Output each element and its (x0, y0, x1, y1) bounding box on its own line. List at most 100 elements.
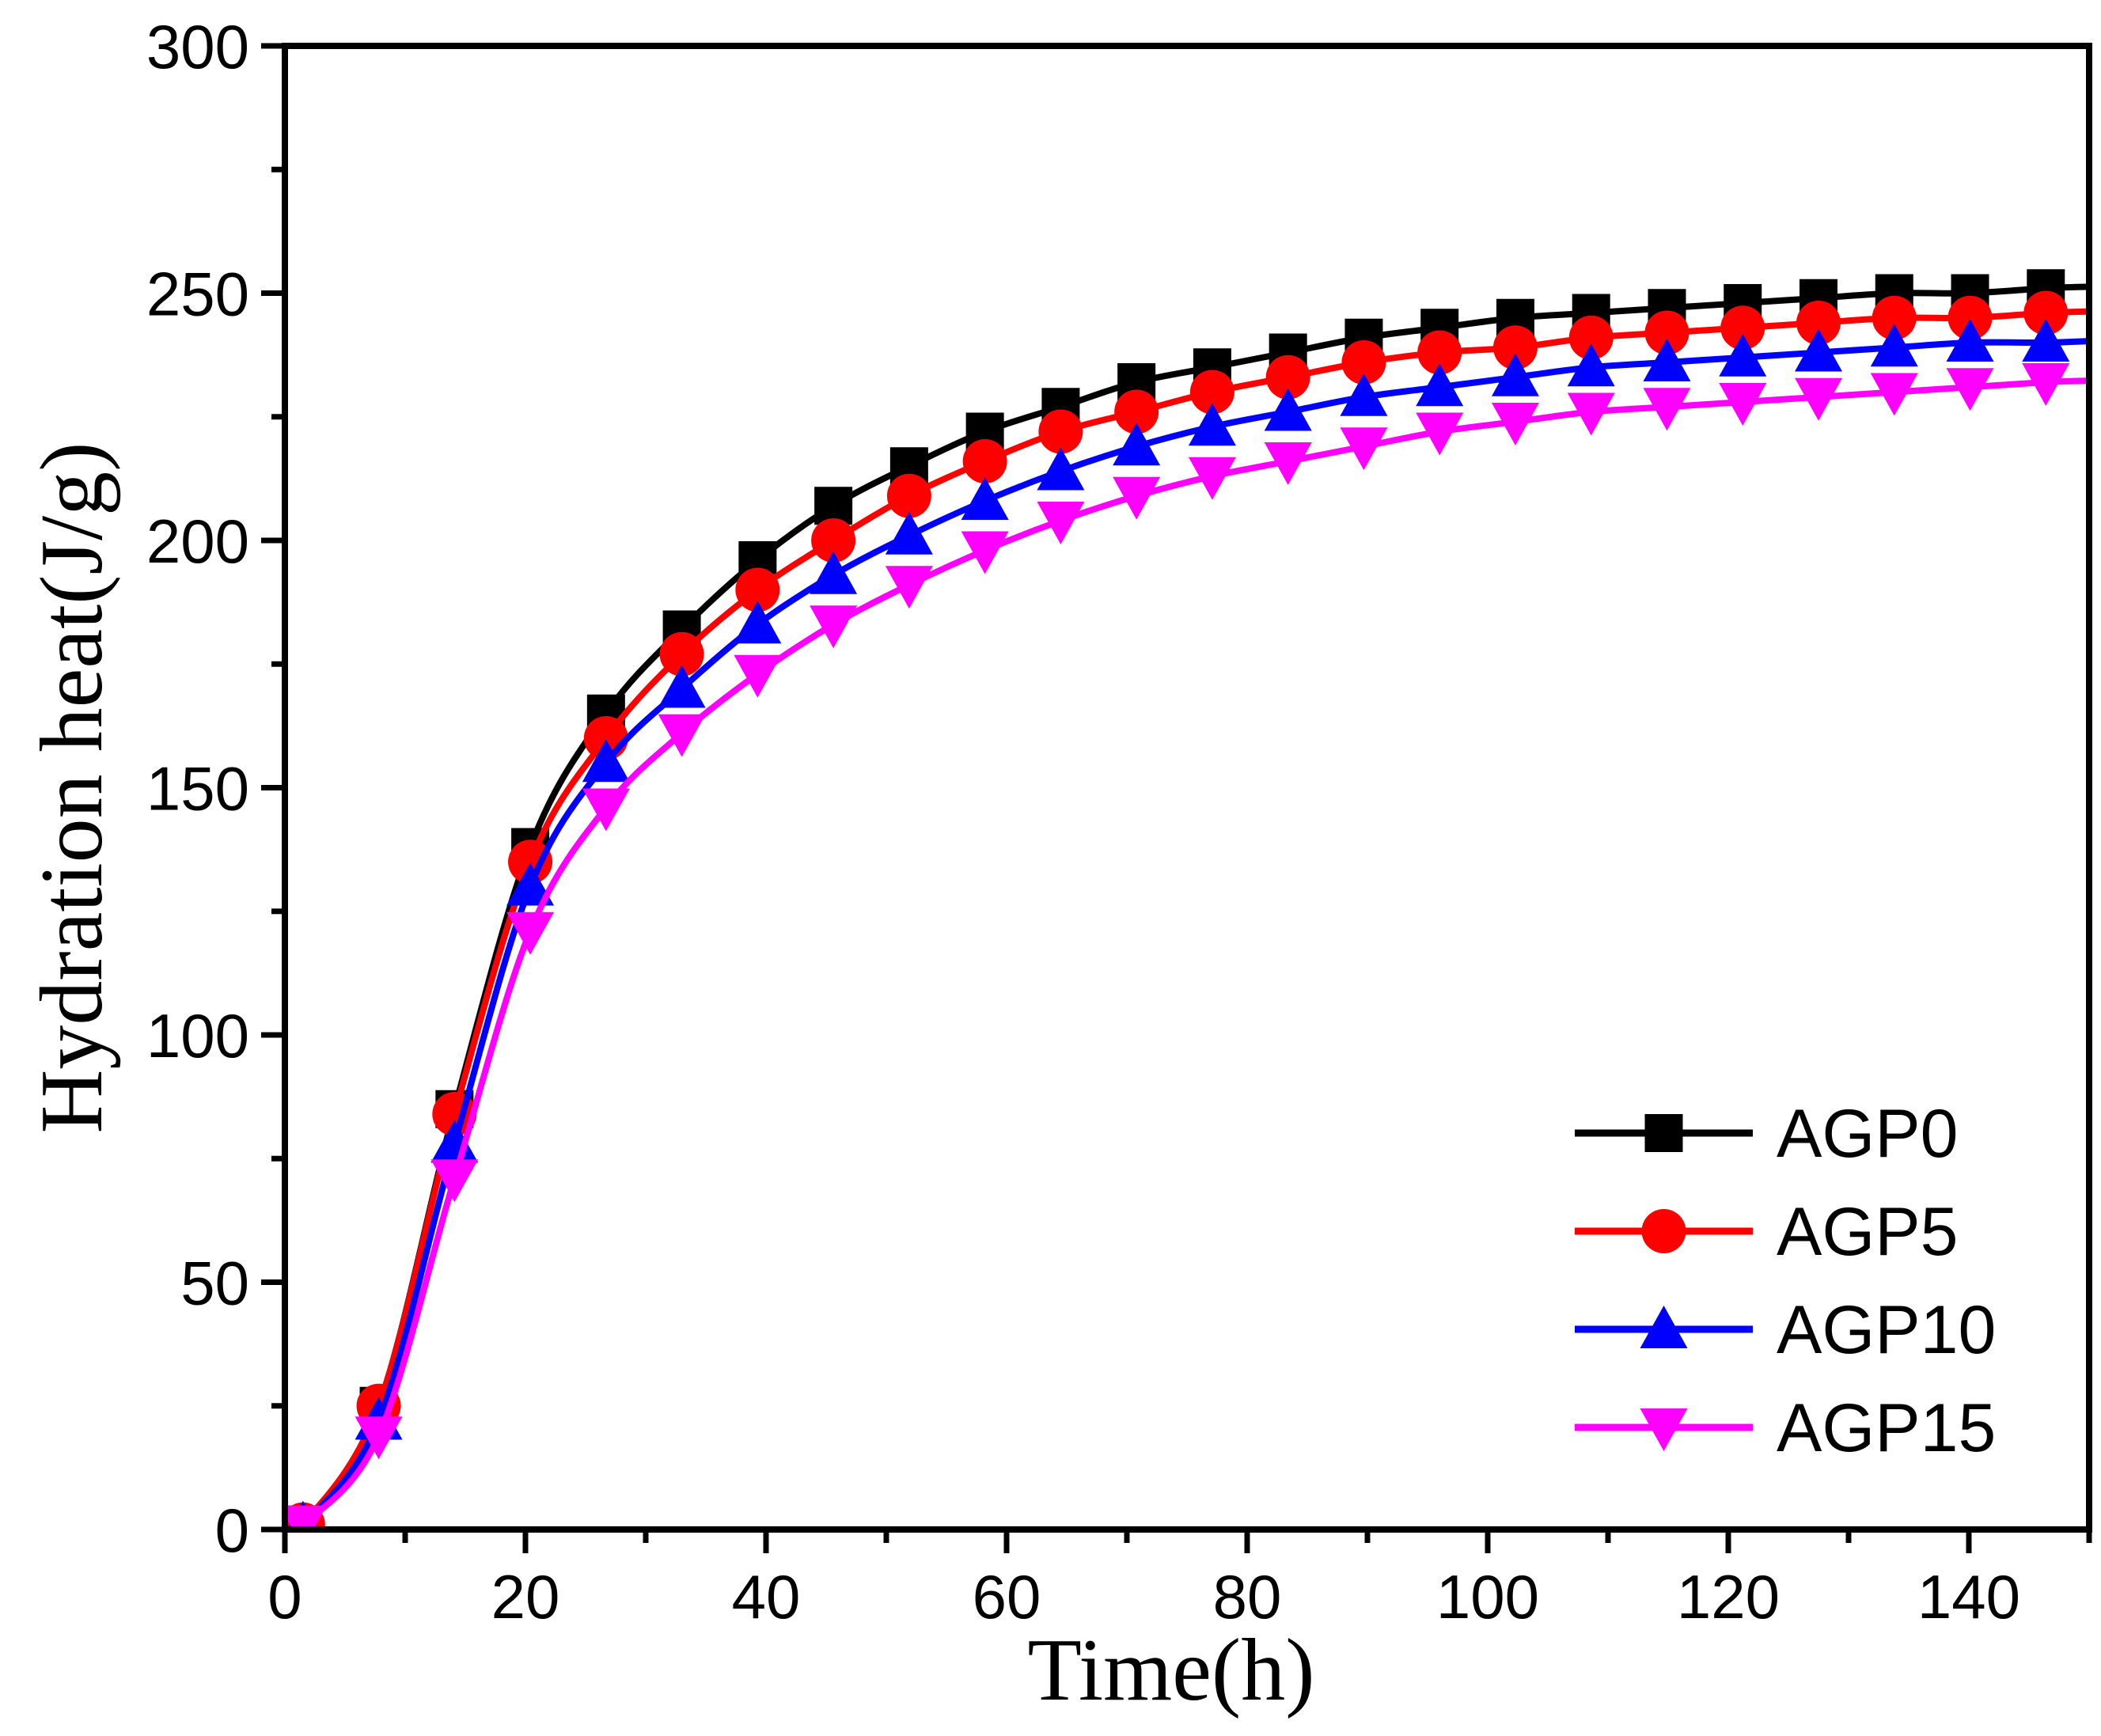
x-axis: 0 20 40 60 80 100 120 140 (267, 1529, 2092, 1632)
data-point-AGP15 (1491, 403, 1539, 445)
legend-label: AGP5 (1777, 1194, 1958, 1270)
x-tick-label: 140 (1917, 1562, 2020, 1632)
y-tick-label: 300 (146, 12, 249, 81)
series-AGP15 (285, 363, 2089, 1529)
data-point-AGP15 (734, 654, 782, 698)
data-point-AGP10 (1037, 447, 1085, 491)
x-tick-label: 120 (1677, 1562, 1780, 1632)
data-point-AGP10 (734, 601, 782, 644)
data-point-AGP5 (962, 439, 1007, 483)
legend-item-AGP5: AGP5 (1575, 1194, 1958, 1270)
data-point-AGP5 (735, 567, 780, 612)
data-point-AGP15 (1340, 427, 1388, 471)
data-point-AGP10 (658, 665, 706, 708)
data-point-AGP10 (1491, 353, 1539, 396)
data-point-AGP15 (506, 912, 555, 955)
data-point-AGP5 (1265, 354, 1310, 400)
data-point-AGP5 (1038, 409, 1083, 454)
data-point-AGP5 (1720, 305, 1765, 351)
x-tick-label: 100 (1436, 1562, 1539, 1632)
y-tick-label: 0 (215, 1495, 249, 1565)
legend-marker (1640, 1408, 1688, 1451)
data-point-AGP15 (1643, 388, 1691, 431)
data-point-AGP10 (1795, 328, 1842, 372)
data-point-AGP5 (886, 473, 931, 518)
data-point-AGP15 (285, 1505, 327, 1529)
data-point-AGP15 (1870, 373, 1918, 416)
legend-item-AGP0: AGP0 (1575, 1096, 1958, 1172)
data-point-AGP10 (430, 1120, 479, 1163)
data-point-AGP5 (1796, 301, 1841, 345)
data-point-AGP15 (582, 788, 630, 832)
data-point-AGP5 (1417, 330, 1462, 375)
data-point-AGP10 (1416, 363, 1464, 407)
data-point-AGP5 (1492, 325, 1538, 370)
x-tick-label: 20 (491, 1562, 560, 1632)
legend-label: AGP15 (1777, 1390, 1996, 1466)
data-point-AGP10 (1188, 403, 1236, 446)
data-point-AGP15 (1719, 383, 1767, 426)
x-tick-label: 80 (1213, 1562, 1282, 1632)
data-point-AGP15 (1113, 476, 1161, 520)
legend-label: AGP0 (1777, 1096, 1958, 1172)
data-point-AGP10 (1946, 319, 1994, 362)
y-tick-label: 200 (146, 506, 249, 576)
data-point-AGP15 (885, 566, 933, 609)
x-tick-label: 40 (732, 1562, 801, 1632)
data-point-AGP15 (1567, 392, 1615, 436)
data-point-AGP15 (1264, 442, 1312, 485)
data-point-AGP15 (430, 1159, 479, 1203)
data-point-AGP10 (1719, 333, 1767, 377)
data-point-AGP15 (1795, 377, 1842, 421)
data-point-AGP10 (885, 511, 933, 555)
data-point-AGP15 (810, 605, 858, 649)
data-point-AGP15 (1037, 502, 1085, 544)
y-tick-label: 50 (180, 1249, 249, 1318)
data-point-AGP10 (1264, 388, 1312, 431)
data-point-AGP10 (1113, 423, 1161, 466)
legend-marker (1640, 1306, 1688, 1348)
data-point-AGP10 (1643, 339, 1691, 381)
data-point-AGP15 (2022, 363, 2070, 406)
series-AGP10 (285, 319, 2089, 1529)
data-point-AGP15 (961, 531, 1009, 574)
data-point-AGP5 (659, 631, 704, 677)
data-point-AGP5 (1568, 315, 1614, 360)
data-point-AGP5 (1189, 370, 1234, 415)
y-tick-label: 150 (146, 754, 249, 824)
series-layer (285, 269, 2089, 1529)
data-point-AGP5 (1947, 295, 1993, 340)
data-point-AGP15 (1946, 368, 1994, 411)
y-tick-label: 100 (146, 1001, 249, 1071)
x-axis-title: Time(h) (1027, 1621, 1314, 1719)
y-tick-label: 250 (146, 260, 249, 329)
legend-marker (1641, 1209, 1686, 1253)
legend-marker (1644, 1114, 1683, 1152)
data-point-AGP15 (355, 1416, 403, 1460)
legend-item-AGP10: AGP10 (1575, 1292, 1996, 1368)
x-tick-label: 0 (267, 1562, 301, 1632)
data-point-AGP10 (1870, 324, 1918, 367)
data-point-AGP10 (1340, 373, 1388, 416)
x-tick-label: 60 (973, 1562, 1041, 1632)
data-point-AGP5 (1644, 310, 1690, 355)
data-point-AGP5 (508, 840, 553, 885)
data-point-AGP15 (1416, 412, 1464, 456)
data-point-AGP10 (961, 477, 1009, 520)
y-axis: 0 50 100 150 200 250 300 (146, 12, 285, 1565)
data-point-AGP10 (582, 739, 630, 783)
data-point-AGP5 (1872, 295, 1917, 340)
data-point-AGP15 (658, 714, 706, 757)
data-point-AGP5 (1341, 340, 1386, 385)
legend-item-AGP15: AGP15 (1575, 1390, 1996, 1466)
legend: AGP0 AGP5 AGP10 AGP15 (1575, 1096, 1996, 1466)
data-point-AGP10 (2022, 319, 2070, 362)
data-point-AGP5 (2023, 290, 2069, 335)
data-point-AGP15 (1188, 457, 1236, 500)
y-axis-title: Hydration heat(J/g) (23, 442, 121, 1134)
data-point-AGP5 (811, 518, 856, 563)
legend-label: AGP10 (1777, 1292, 1996, 1368)
data-point-AGP10 (1567, 343, 1615, 387)
